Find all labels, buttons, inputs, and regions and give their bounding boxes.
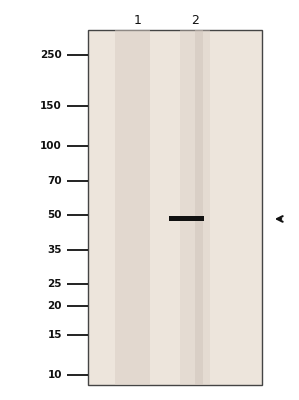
Text: 1: 1 — [134, 14, 142, 26]
Text: 35: 35 — [48, 245, 62, 255]
Bar — [180, 30, 210, 385]
Bar — [195, 30, 203, 385]
Text: 2: 2 — [191, 14, 199, 26]
Text: 70: 70 — [47, 176, 62, 186]
Text: 100: 100 — [40, 141, 62, 151]
Text: 25: 25 — [48, 279, 62, 289]
Bar — [169, 216, 204, 222]
Text: 10: 10 — [48, 370, 62, 380]
Text: 150: 150 — [40, 101, 62, 111]
Text: 50: 50 — [48, 210, 62, 220]
Text: 20: 20 — [48, 301, 62, 311]
Text: 250: 250 — [40, 50, 62, 60]
Bar — [88, 30, 262, 385]
Text: 15: 15 — [48, 330, 62, 340]
Bar — [115, 30, 150, 385]
